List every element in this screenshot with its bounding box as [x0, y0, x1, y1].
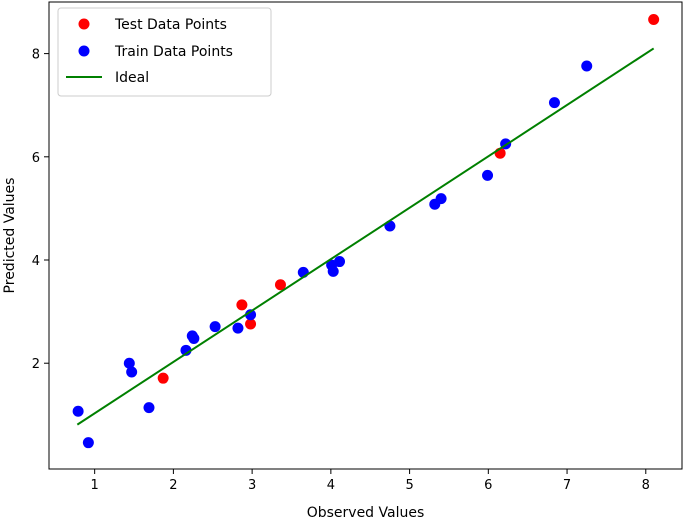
- y-axis-label: Predicted Values: [2, 178, 18, 294]
- legend-train-label: Train Data Points: [114, 44, 233, 60]
- train-data-points-point: [327, 265, 339, 277]
- train-data-points-point: [482, 169, 494, 181]
- train-data-points-point: [188, 332, 200, 344]
- train-data-points-point: [581, 60, 593, 72]
- train-data-points-point: [435, 193, 447, 205]
- legend-test-marker: [78, 18, 90, 30]
- legend: Test Data Points Train Data Points Ideal: [57, 7, 272, 97]
- train-data-points-point: [548, 97, 560, 109]
- y-tick-label: 4: [32, 254, 40, 269]
- x-tick-label: 4: [327, 478, 335, 493]
- test-data-points-point: [157, 372, 169, 384]
- plot-frame: [48, 1, 683, 470]
- x-tick-label: 7: [563, 478, 571, 493]
- train-data-points-point: [209, 321, 221, 333]
- x-tick-label: 6: [484, 478, 492, 493]
- train-data-points-point: [126, 366, 138, 378]
- y-tick-label: 2: [32, 357, 40, 372]
- train-data-points-point: [334, 256, 346, 268]
- x-tick-label: 1: [91, 478, 99, 493]
- y-axis: 2 4 6 8: [32, 48, 49, 372]
- x-tick-label: 2: [169, 478, 177, 493]
- train-data-points-point: [72, 405, 84, 417]
- x-tick-label: 5: [405, 478, 413, 493]
- legend-test-label: Test Data Points: [114, 17, 227, 33]
- train-data-points-point: [232, 322, 244, 334]
- legend-train-marker: [78, 45, 90, 57]
- train-data-points-point: [82, 437, 94, 449]
- train-data-points-point: [245, 309, 257, 321]
- test-data-points-point: [245, 318, 257, 330]
- test-data-points-point: [648, 14, 660, 26]
- legend-box: [57, 7, 272, 97]
- test-data-points-point: [274, 279, 286, 291]
- x-axis-label: Observed Values: [307, 505, 425, 521]
- legend-ideal-label: Ideal: [115, 70, 149, 86]
- train-data-points-point: [123, 357, 135, 369]
- ideal-line: [76, 47, 655, 426]
- x-tick-label: 8: [642, 478, 650, 493]
- x-axis: 1 2 3 4 5 6 7 8: [91, 469, 650, 493]
- train-data-points-point: [143, 402, 155, 414]
- y-tick-label: 8: [32, 48, 40, 63]
- x-tick-label: 3: [248, 478, 256, 493]
- plot-marks: [72, 14, 660, 449]
- test-data-points-point: [236, 299, 248, 311]
- y-tick-label: 6: [32, 151, 40, 166]
